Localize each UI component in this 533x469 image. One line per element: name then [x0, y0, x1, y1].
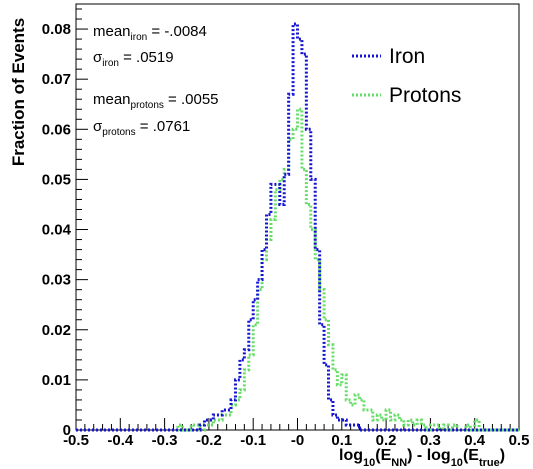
x-axis-label-close: ) [500, 447, 505, 464]
x-tick-label: -0.2 [196, 432, 222, 449]
y-tick-label: 0.08 [42, 21, 71, 38]
x-tick-label: 0.2 [376, 432, 397, 449]
stat-iron-sigma: σiron = .0519 [93, 49, 174, 69]
stat-iron-sigma-main: σ [93, 49, 103, 66]
x-axis-label: log10(ENN) - log10(Etrue) [339, 447, 505, 469]
series-layer [76, 22, 519, 432]
plot-frame [75, 3, 520, 431]
x-axis-label-sub10b: 10 [451, 457, 463, 469]
x-axis-label-subnn: NN [391, 457, 407, 469]
axis-ticks [75, 8, 520, 431]
stat-iron-mean: meaniron = -.0084 [93, 23, 207, 43]
stat-iron-mean-value: = -.0084 [147, 23, 207, 40]
x-tick-label: -0 [291, 432, 304, 449]
stat-iron-mean-sub: iron [131, 32, 148, 43]
x-tick-label: -0.4 [107, 432, 134, 449]
x-tick-label: -0.3 [152, 432, 178, 449]
y-tick-label: 0.05 [42, 171, 71, 188]
x-tick-label: 0.5 [509, 432, 530, 449]
x-tick-label: 0.1 [331, 432, 352, 449]
series-protons-line [76, 107, 519, 432]
stat-protons-sigma-value: = .0761 [136, 118, 191, 135]
stat-protons-mean: meanprotons = .0055 [93, 91, 219, 111]
stat-protons-sigma-sub: protons [102, 127, 135, 138]
x-axis-label-e2: (E [463, 447, 479, 464]
stat-protons-mean-main: mean [93, 91, 131, 108]
x-axis-label-log: log [339, 447, 363, 464]
stat-protons-mean-sub: protons [131, 100, 164, 111]
y-tick-label: 0 [63, 422, 71, 439]
stats-box: meaniron = -.0084 σiron = .0519 meanprot… [93, 23, 219, 138]
tick-labels: -0.5 -0.4 -0.3 -0.2 -0.1 -0 0.1 0.2 0.3 0.4 0.5 0 0.… [42, 21, 530, 449]
stat-protons-mean-value: = .0055 [164, 91, 219, 108]
y-tick-label: 0.06 [42, 121, 71, 138]
stat-protons-sigma-main: σ [93, 118, 103, 135]
series-iron-line [76, 22, 519, 432]
legend-label-protons: Protons [389, 84, 461, 107]
x-axis-label-sub10a: 10 [363, 457, 375, 469]
x-axis-label-subtrue: true [479, 457, 500, 469]
stat-iron-sigma-value: = .0519 [119, 49, 174, 66]
stat-iron-sigma-sub: iron [102, 58, 119, 69]
y-tick-label: 0.03 [42, 272, 71, 289]
x-tick-label: -0.1 [240, 432, 266, 449]
y-axis-label: Fraction of Events [9, 18, 28, 166]
stat-iron-mean-main: mean [93, 23, 131, 40]
x-tick-label: 0.3 [420, 432, 441, 449]
y-tick-label: 0.04 [42, 222, 72, 239]
y-tick-label: 0.01 [42, 372, 71, 389]
y-tick-label: 0.07 [42, 71, 71, 88]
stat-protons-sigma: σprotons = .0761 [93, 118, 190, 138]
x-axis-label-minus: ) - log [407, 447, 451, 464]
legend: Iron Protons [352, 45, 461, 107]
x-tick-label: -0.5 [63, 432, 89, 449]
x-tick-label: 0.4 [464, 432, 486, 449]
legend-label-iron: Iron [389, 45, 425, 68]
y-tick-label: 0.02 [42, 322, 71, 339]
x-axis-label-e: (E [375, 447, 391, 464]
